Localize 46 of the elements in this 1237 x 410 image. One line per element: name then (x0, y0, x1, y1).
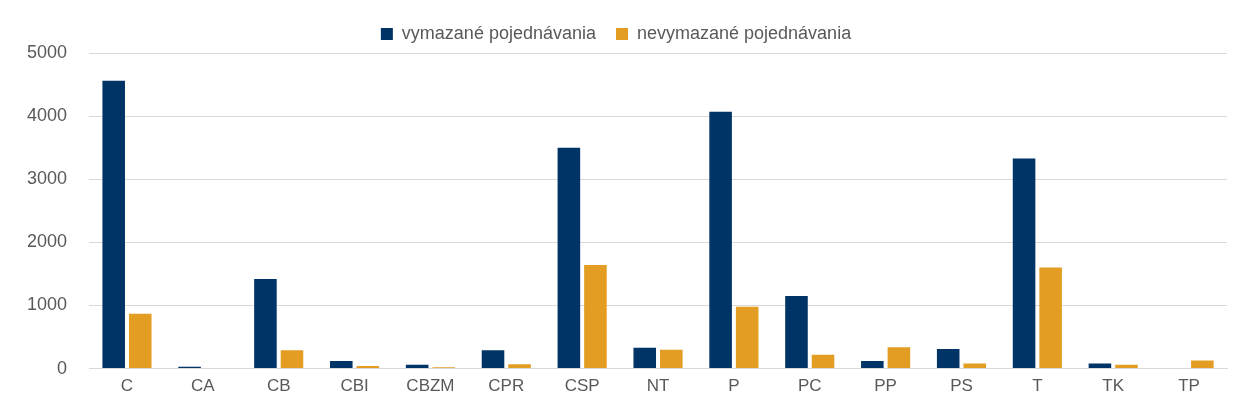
y-tick-label: 1000 (27, 294, 68, 315)
bar (785, 296, 808, 369)
legend-label: nevymazané pojednávania (636, 22, 853, 43)
x-tick-label: CPR (488, 376, 525, 396)
y-tick-label: 0 (57, 357, 68, 378)
bar (280, 350, 304, 369)
bar (936, 349, 960, 369)
y-tick-label: 3000 (27, 168, 68, 189)
bar (1191, 360, 1214, 369)
x-tick-label: PP (874, 376, 897, 396)
bar (330, 361, 353, 369)
x-tick-label: CBI (340, 376, 369, 396)
bar (481, 350, 505, 369)
bar (861, 361, 884, 369)
x-tick-label: PC (797, 376, 822, 396)
x-tick-label: PS (950, 376, 973, 396)
x-tick-label: CSP (564, 376, 600, 396)
bar (887, 347, 911, 369)
x-tick-label: NT (646, 376, 670, 396)
x-tick-label: T (1032, 376, 1043, 396)
bar (128, 313, 152, 369)
bar (102, 80, 125, 369)
y-tick-label: 4000 (27, 105, 68, 126)
bar (1039, 267, 1062, 369)
bar (1012, 158, 1036, 369)
y-tick-label: 5000 (27, 41, 68, 62)
bar (584, 265, 607, 369)
bar (1115, 364, 1138, 369)
x-tick-label: CB (266, 376, 291, 396)
y-tick-label: 2000 (27, 231, 68, 252)
bar (557, 147, 581, 369)
bar (254, 278, 277, 369)
x-tick-label: P (728, 376, 740, 396)
bar (709, 111, 732, 369)
bar (735, 306, 759, 369)
x-tick-label: TK (1102, 376, 1125, 396)
bar (633, 347, 657, 369)
bar (660, 349, 683, 369)
x-tick-label: CA (191, 376, 216, 396)
x-tick-label: TP (1178, 376, 1200, 396)
x-tick-label: C (120, 376, 134, 396)
bar (508, 364, 531, 369)
bar (811, 354, 835, 369)
legend-label: vymazané pojednávania (401, 22, 597, 43)
bar (356, 366, 380, 369)
x-tick-label: CBZM (406, 376, 455, 396)
